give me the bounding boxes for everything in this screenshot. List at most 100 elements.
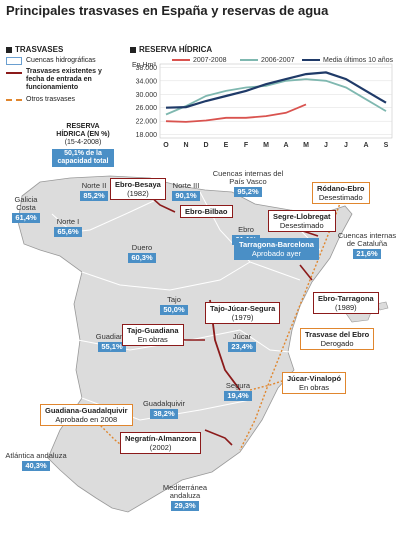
- x-tick-label: M: [303, 142, 309, 149]
- basin-name: Júcar: [232, 332, 252, 341]
- reserve-box: RESERVA HÍDRICA (EN %) (15-4-2008) 50,1%…: [52, 123, 114, 167]
- reserve-total: 50,1% de la capacidad total: [52, 149, 114, 167]
- chart: 18.000 22.000 26.000 30.000 34.000 38.000 O N D E…: [132, 57, 394, 149]
- basin-percent: 55,1%: [98, 342, 126, 352]
- basin-name: Norte I: [56, 217, 80, 226]
- transfer-label: Segre-Llobregat Desestimado: [268, 210, 336, 232]
- transfer-label: Tarragona-Barcelona Aprobado ayer: [234, 238, 319, 260]
- transfer-status: Derogado: [320, 339, 354, 348]
- transfer-status: Aprobado en 2008: [55, 415, 118, 424]
- y-tick-label: 22.000: [136, 119, 158, 126]
- basin-label: Norte III 90,1%: [166, 182, 206, 201]
- legend-text: Cuencas hidrográficas: [26, 57, 96, 64]
- basin-label: Duero 60,3%: [122, 244, 162, 263]
- transfer-label: Ebro-Tarragona (1989): [313, 292, 379, 314]
- basin-label: Tajo 50,0%: [154, 296, 194, 315]
- legend-label: 2007-2008: [193, 57, 227, 64]
- basin-name: Atlántica andaluza: [5, 451, 67, 460]
- transfer-label: Tajo-Júcar-Segura (1979): [205, 302, 281, 324]
- basin-percent: 61,4%: [12, 213, 40, 223]
- basin-percent: 50,0%: [160, 305, 188, 315]
- basin-label: Guadiana 55,1%: [86, 333, 138, 352]
- x-tick-label: A: [363, 142, 368, 149]
- x-tick-label: O: [163, 142, 169, 149]
- basin-percent: 23,4%: [228, 342, 256, 352]
- transfer-status: (1979): [231, 313, 254, 322]
- transfer-label: Guadiana-Guadalquivir Aprobado en 2008: [40, 404, 133, 426]
- x-tick-label: N: [183, 142, 188, 149]
- y-axis-label: En Hm³: [132, 62, 156, 69]
- plot-frame: [159, 63, 393, 139]
- basin-percent: 19,4%: [224, 391, 252, 401]
- y-tick-label: 38.000: [136, 65, 158, 72]
- basin-percent: 85,2%: [80, 191, 108, 201]
- basin-percent: 60,3%: [128, 253, 156, 263]
- transfer-name: Ebro-Bilbao: [185, 207, 228, 216]
- basin-name: Guadalquivir: [142, 399, 186, 408]
- basin-name: Ebro: [238, 225, 254, 234]
- title: Principales trasvases en España y reserv…: [6, 3, 329, 18]
- transfer-label: Ebro-Besaya (1982): [110, 178, 166, 200]
- transfer-status: (1982): [127, 189, 149, 198]
- basin-label: Cuencas internas del País Vasco 95,2%: [208, 170, 288, 197]
- transfer-name: Ebro-Tarragona: [318, 294, 374, 303]
- basin-label: Guadalquivir 38,2%: [134, 400, 194, 419]
- transfer-name: Negratín-Almanzora: [125, 434, 197, 443]
- basin-name: Guadiana: [95, 332, 129, 341]
- basin-percent: 90,1%: [172, 191, 200, 201]
- x-tick-label: J: [344, 142, 348, 149]
- chart-heading: RESERVA HÍDRICA: [130, 45, 212, 54]
- y-tick-label: 26.000: [136, 105, 158, 112]
- transfer-name: Tarragona-Barcelona: [239, 240, 314, 249]
- transfer-name: Tajo-Guadiana: [127, 326, 179, 335]
- legend-heading: TRASVASES: [6, 45, 63, 54]
- y-tick-label: 34.000: [136, 78, 158, 85]
- transfer-status: Desestimado: [318, 193, 363, 202]
- basin-name: Mediterránea andaluza: [162, 483, 208, 500]
- transfer-label: Ródano-Ebro Desestimado: [312, 182, 370, 204]
- legend-text: Otros trasvases: [26, 96, 76, 103]
- basin-label: Atlántica andaluza 40,3%: [4, 452, 68, 471]
- x-tick-label: F: [244, 142, 249, 149]
- basin-label: Norte I 65,6%: [48, 218, 88, 237]
- x-tick-label: A: [283, 142, 288, 149]
- transfer-name: Ródano-Ebro: [317, 184, 365, 193]
- basin-name: Cuencas internas de Cataluña: [337, 231, 397, 248]
- basin-label: Norte II 85,2%: [74, 182, 114, 201]
- x-tick-label: J: [324, 142, 328, 149]
- transfer-status: (2002): [149, 443, 172, 452]
- transfer-status: Aprobado ayer: [251, 249, 302, 258]
- transfer-label: Tajo-Guadiana En obras: [122, 324, 184, 346]
- transfer-name: Júcar-Vinalopó: [287, 374, 342, 383]
- transfer-name: Tajo-Júcar-Segura: [210, 304, 276, 313]
- basin-label: Galicia Costa 61,4%: [4, 196, 48, 223]
- legend-basins: Cuencas hidrográficas: [6, 57, 96, 65]
- legend-label: Media últimos 10 años: [323, 57, 394, 64]
- transfer-status: En obras: [137, 335, 168, 344]
- transfer-name: Guadiana-Guadalquivir: [45, 406, 128, 415]
- series-line: [165, 78, 387, 116]
- basin-label: Cuencas internas de Cataluña 21,6%: [336, 232, 398, 259]
- transfer-name: Ebro-Besaya: [115, 180, 161, 189]
- basin-name: Norte II: [81, 181, 107, 190]
- reserve-date: (15-4-2008): [64, 139, 102, 146]
- legend-label: 2006-2007: [261, 57, 295, 64]
- legend-text: Trasvases existentes y fecha de entrada …: [26, 68, 102, 91]
- transfer-status: Desestimado: [279, 221, 324, 230]
- x-tick-label: S: [384, 142, 389, 149]
- transfer-name: Trasvase del Ebro: [305, 330, 370, 339]
- basin-label: Júcar 23,4%: [222, 333, 262, 352]
- transfer-label: Negratín-Almanzora (2002): [120, 432, 202, 454]
- legend-heading-text: TRASVASES: [15, 45, 64, 54]
- series-line: [165, 71, 387, 109]
- basin-name: Duero: [131, 243, 153, 252]
- series-line: [165, 103, 307, 123]
- basin-percent: 38,2%: [150, 409, 178, 419]
- legend-existing: Trasvases existentes y fecha de entrada …: [6, 68, 114, 92]
- basin-label: Mediterránea andaluza 29,3%: [152, 484, 218, 511]
- transfer-name: Segre-Llobregat: [273, 212, 331, 221]
- transfer-label: Júcar-Vinalopó En obras: [282, 372, 347, 394]
- basin-percent: 29,3%: [171, 501, 199, 511]
